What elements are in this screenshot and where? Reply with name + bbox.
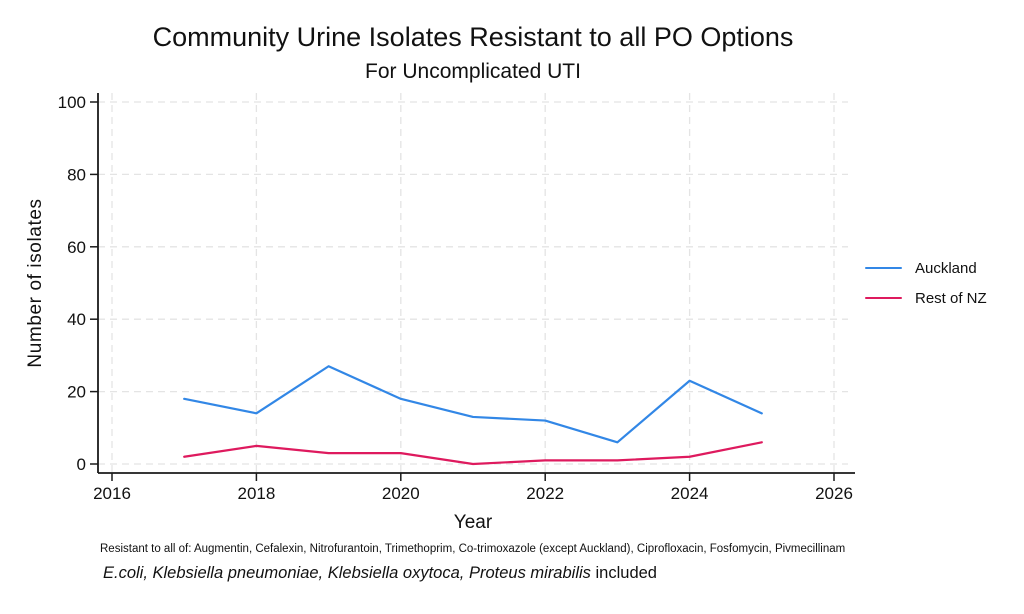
x-tick-label: 2020 — [382, 484, 420, 503]
legend: Auckland Rest of NZ — [865, 253, 987, 313]
y-tick-label: 60 — [67, 238, 86, 257]
chart-subtitle: For Uncomplicated UTI — [365, 60, 581, 83]
legend-label-auckland: Auckland — [915, 259, 977, 277]
footnote-organisms-italic: E.coli, Klebsiella pneumoniae, Klebsiell… — [103, 564, 591, 582]
x-tick-label: 2016 — [93, 484, 131, 503]
x-tick-label: 2026 — [815, 484, 853, 503]
rest-of-nz-line-swatch — [865, 296, 902, 300]
x-axis-label: Year — [453, 512, 493, 533]
chart-title: Community Urine Isolates Resistant to al… — [152, 22, 794, 52]
series-line-rest-of-nz — [183, 441, 763, 466]
auckland-line-swatch — [865, 266, 902, 270]
legend-label-rest-of-nz: Rest of NZ — [915, 289, 987, 307]
x-tick-label: 2022 — [526, 484, 564, 503]
x-tick-label: 2024 — [671, 484, 709, 503]
series-line-auckland — [183, 365, 763, 444]
y-tick-label: 100 — [58, 93, 86, 112]
x-tick-label: 2018 — [237, 484, 275, 503]
y-tick-label: 80 — [67, 165, 86, 184]
footnote-organisms-regular: included — [590, 564, 657, 582]
legend-entry-rest-of-nz: Rest of NZ — [865, 283, 987, 313]
footnote-organisms-included: E.coli, Klebsiella pneumoniae, Klebsiell… — [103, 564, 903, 583]
footnote-resistance-definition: Resistant to all of: Augmentin, Cefalexi… — [100, 543, 846, 555]
legend-entry-auckland: Auckland — [865, 253, 987, 283]
y-tick-label: 40 — [67, 310, 86, 329]
y-tick-label: 0 — [77, 455, 86, 474]
y-tick-label: 20 — [67, 383, 86, 402]
